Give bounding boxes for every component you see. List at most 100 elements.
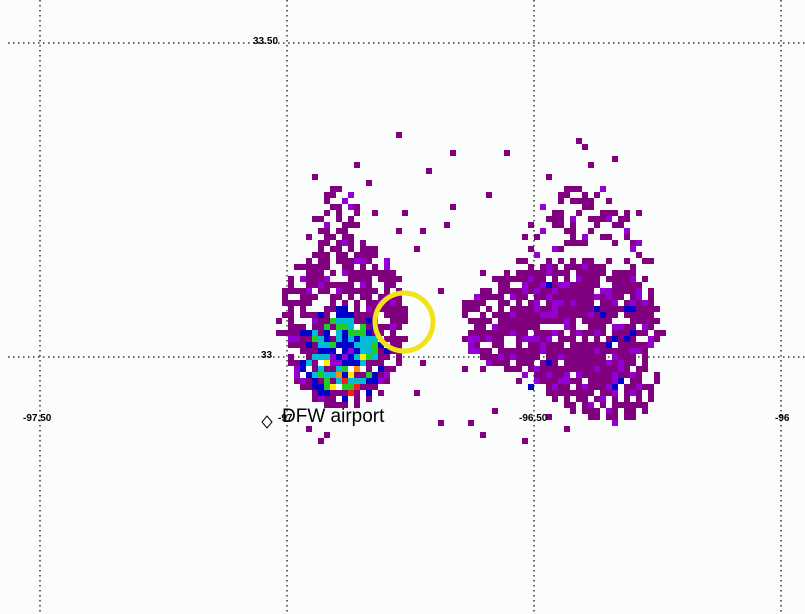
density-cell (534, 378, 540, 384)
density-cell (624, 276, 630, 282)
density-cell (570, 312, 576, 318)
density-cell (318, 396, 324, 402)
density-cell (510, 318, 516, 324)
density-cell (396, 336, 402, 342)
density-cell (522, 336, 528, 342)
density-cell (360, 318, 366, 324)
density-cell (288, 318, 294, 324)
density-cell (624, 234, 630, 240)
density-cell (330, 186, 336, 192)
density-cell (354, 210, 360, 216)
density-cell (312, 384, 318, 390)
density-cell (324, 240, 330, 246)
density-cell (312, 312, 318, 318)
density-cell (486, 330, 492, 336)
density-cell (366, 330, 372, 336)
density-cell (594, 318, 600, 324)
density-cell (540, 276, 546, 282)
density-cell (630, 330, 636, 336)
density-cell (612, 402, 618, 408)
density-cell (372, 300, 378, 306)
density-cell (594, 372, 600, 378)
density-cell (546, 366, 552, 372)
density-cell (390, 366, 396, 372)
density-cell (336, 390, 342, 396)
density-cell (366, 396, 372, 402)
density-cell (396, 132, 402, 138)
density-cell (528, 354, 534, 360)
density-cell (504, 276, 510, 282)
density-cell (576, 264, 582, 270)
density-cell (522, 258, 528, 264)
density-cell (372, 384, 378, 390)
density-cell (546, 378, 552, 384)
density-cell (564, 288, 570, 294)
density-cell (360, 354, 366, 360)
density-cell (606, 342, 612, 348)
density-cell (588, 216, 594, 222)
density-cell (624, 312, 630, 318)
density-cell (468, 348, 474, 354)
density-cell (384, 324, 390, 330)
density-cell (618, 342, 624, 348)
density-cell (402, 312, 408, 318)
density-cell (588, 318, 594, 324)
density-cell (552, 384, 558, 390)
density-cell (564, 378, 570, 384)
density-cell (384, 300, 390, 306)
density-cell (630, 384, 636, 390)
density-cell (594, 306, 600, 312)
density-cell (594, 294, 600, 300)
density-cell (504, 330, 510, 336)
density-cell (348, 330, 354, 336)
density-cell (522, 330, 528, 336)
density-cell (642, 276, 648, 282)
density-cell (342, 222, 348, 228)
density-cell (600, 402, 606, 408)
density-cell (600, 234, 606, 240)
density-cell (606, 348, 612, 354)
density-cell (324, 396, 330, 402)
density-cell (534, 288, 540, 294)
density-cell (630, 414, 636, 420)
density-cell (540, 318, 546, 324)
density-cell (366, 360, 372, 366)
density-cell (576, 360, 582, 366)
density-cell (618, 222, 624, 228)
density-cell (654, 318, 660, 324)
density-cell (336, 288, 342, 294)
density-cell (468, 300, 474, 306)
density-cell (570, 282, 576, 288)
density-cell (354, 288, 360, 294)
density-cell (624, 228, 630, 234)
density-cell (324, 198, 330, 204)
density-cell (342, 228, 348, 234)
density-cell (582, 390, 588, 396)
density-cell (480, 312, 486, 318)
density-cell (636, 294, 642, 300)
density-cell (540, 366, 546, 372)
density-cell (354, 378, 360, 384)
density-cell (312, 216, 318, 222)
density-cell (600, 186, 606, 192)
density-cell (564, 402, 570, 408)
density-cell (486, 360, 492, 366)
density-cell (366, 348, 372, 354)
density-cell (288, 300, 294, 306)
density-cell (498, 342, 504, 348)
density-cell (504, 300, 510, 306)
density-cell (390, 324, 396, 330)
density-cell (570, 354, 576, 360)
density-cell (636, 300, 642, 306)
density-cell (498, 282, 504, 288)
density-cell (618, 402, 624, 408)
density-cell (528, 276, 534, 282)
density-cell (324, 330, 330, 336)
density-cell (624, 348, 630, 354)
density-cell (384, 366, 390, 372)
density-cell (540, 378, 546, 384)
density-cell (594, 366, 600, 372)
density-cell (348, 312, 354, 318)
density-cell (534, 294, 540, 300)
density-cell (336, 330, 342, 336)
